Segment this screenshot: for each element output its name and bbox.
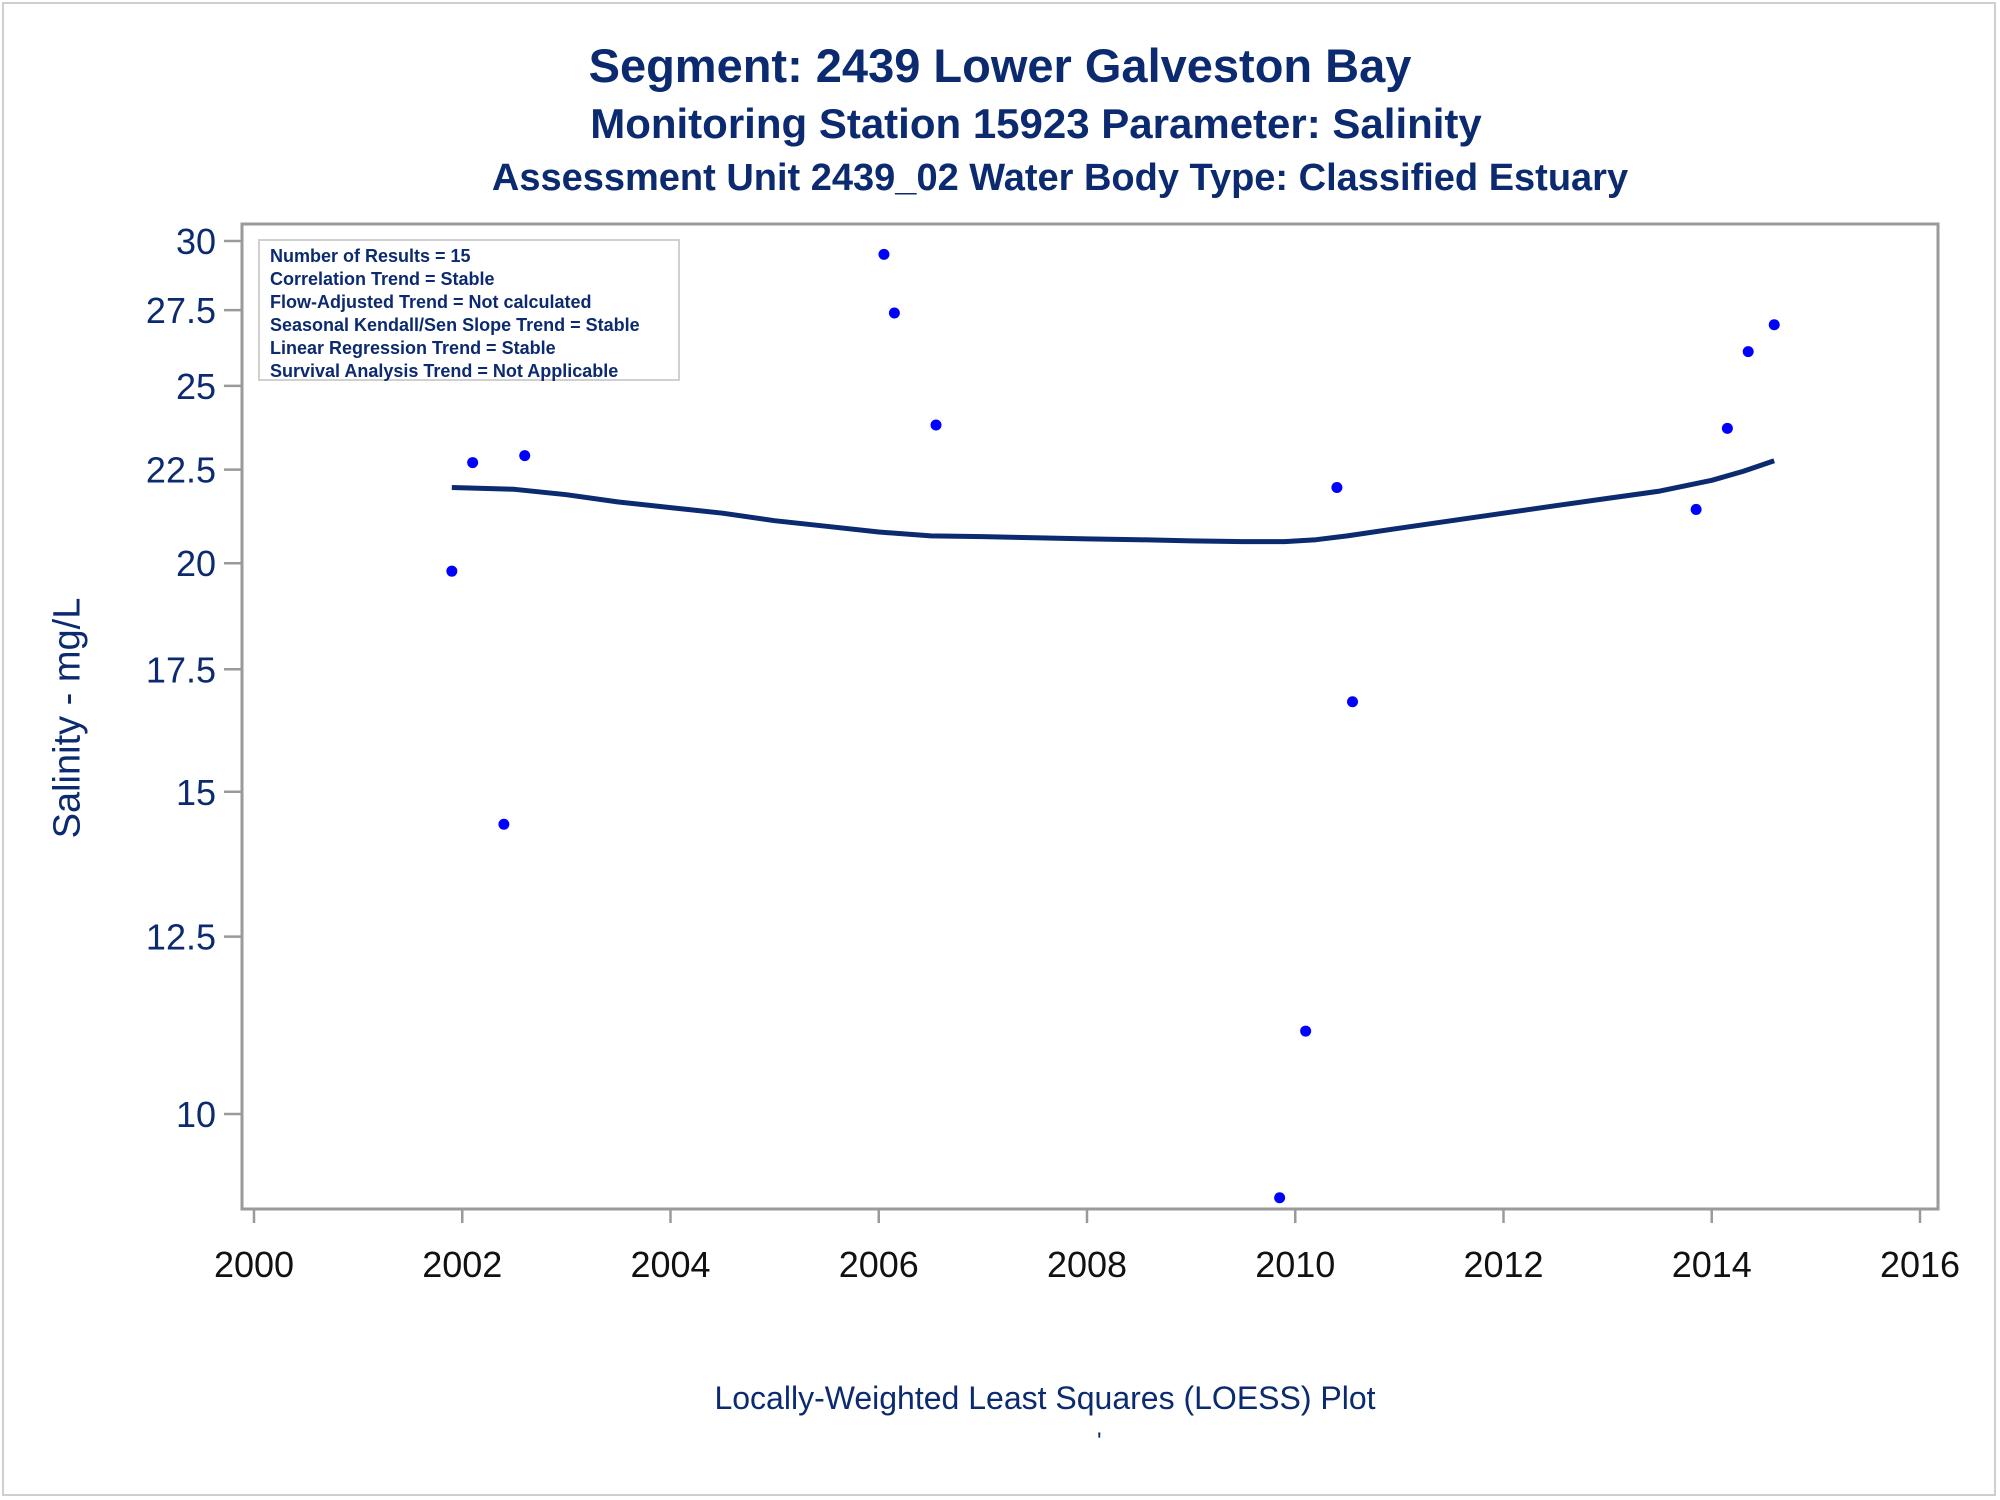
y-tick-label: 22.5 bbox=[146, 450, 216, 491]
y-tick-label: 30 bbox=[176, 221, 216, 262]
y-tick-label: 12.5 bbox=[146, 917, 216, 958]
data-point bbox=[1742, 346, 1754, 358]
data-point bbox=[519, 450, 531, 462]
x-tick-label: 2014 bbox=[1672, 1244, 1752, 1285]
stat-linear-regression-trend: Linear Regression Trend = Stable bbox=[270, 338, 556, 358]
y-tick-label: 27.5 bbox=[146, 290, 216, 331]
data-point bbox=[1300, 1025, 1312, 1037]
y-axis-label: Salinity - mg/L bbox=[46, 597, 89, 839]
data-point bbox=[888, 307, 900, 319]
data-point bbox=[498, 818, 510, 830]
x-axis: 2000 2002 2004 2006 2008 2010 2012 2014 2016 bbox=[214, 1209, 1960, 1285]
data-point bbox=[1690, 503, 1702, 515]
y-axis: 10 12.5 15 17.5 20 22.5 25 27.5 30 bbox=[146, 221, 242, 1135]
data-point bbox=[930, 419, 942, 431]
plot-area bbox=[240, 222, 1940, 1211]
points-layer bbox=[446, 248, 1780, 1204]
loess-layer bbox=[451, 458, 1776, 545]
y-tick-label: 20 bbox=[176, 543, 216, 584]
loess-line bbox=[451, 458, 1776, 545]
stat-seasonal-kendall-trend: Seasonal Kendall/Sen Slope Trend = Stabl… bbox=[270, 315, 640, 335]
y-tick-label: 10 bbox=[176, 1094, 216, 1135]
data-point bbox=[1347, 696, 1359, 708]
data-point bbox=[446, 565, 458, 577]
x-tick-label: 2000 bbox=[214, 1244, 294, 1285]
data-point bbox=[1721, 422, 1733, 434]
y-tick-label: 15 bbox=[176, 772, 216, 813]
x-tick-label: 2016 bbox=[1880, 1244, 1960, 1285]
data-point bbox=[878, 248, 890, 260]
data-point bbox=[1768, 319, 1780, 331]
y-tick-label: 25 bbox=[176, 366, 216, 407]
data-point bbox=[1274, 1192, 1286, 1204]
stat-number-of-results: Number of Results = 15 bbox=[270, 246, 471, 266]
footnote: Locally-Weighted Least Squares (LOESS) P… bbox=[714, 1380, 1376, 1416]
footnote-mark: ' bbox=[1097, 1428, 1102, 1455]
x-tick-label: 2006 bbox=[839, 1244, 919, 1285]
x-tick-label: 2004 bbox=[630, 1244, 710, 1285]
x-tick-label: 2010 bbox=[1255, 1244, 1335, 1285]
stat-survival-analysis-trend: Survival Analysis Trend = Not Applicable bbox=[270, 361, 619, 381]
data-point bbox=[467, 457, 479, 469]
chart-subtitle-2: Assessment Unit 2439_02 Water Body Type:… bbox=[491, 157, 1629, 199]
stats-legend: Number of Results = 15 Correlation Trend… bbox=[258, 239, 680, 381]
x-tick-label: 2008 bbox=[1047, 1244, 1127, 1285]
stat-flow-adjusted-trend: Flow-Adjusted Trend = Not calculated bbox=[270, 292, 592, 312]
chart-subtitle: Monitoring Station 15923 Parameter: Sali… bbox=[590, 100, 1482, 147]
y-tick-label: 17.5 bbox=[146, 649, 216, 690]
x-tick-label: 2002 bbox=[422, 1244, 502, 1285]
chart-title: Segment: 2439 Lower Galveston Bay bbox=[588, 39, 1412, 92]
x-tick-label: 2012 bbox=[1463, 1244, 1543, 1285]
data-point bbox=[1331, 481, 1343, 493]
stat-correlation-trend: Correlation Trend = Stable bbox=[270, 269, 495, 289]
